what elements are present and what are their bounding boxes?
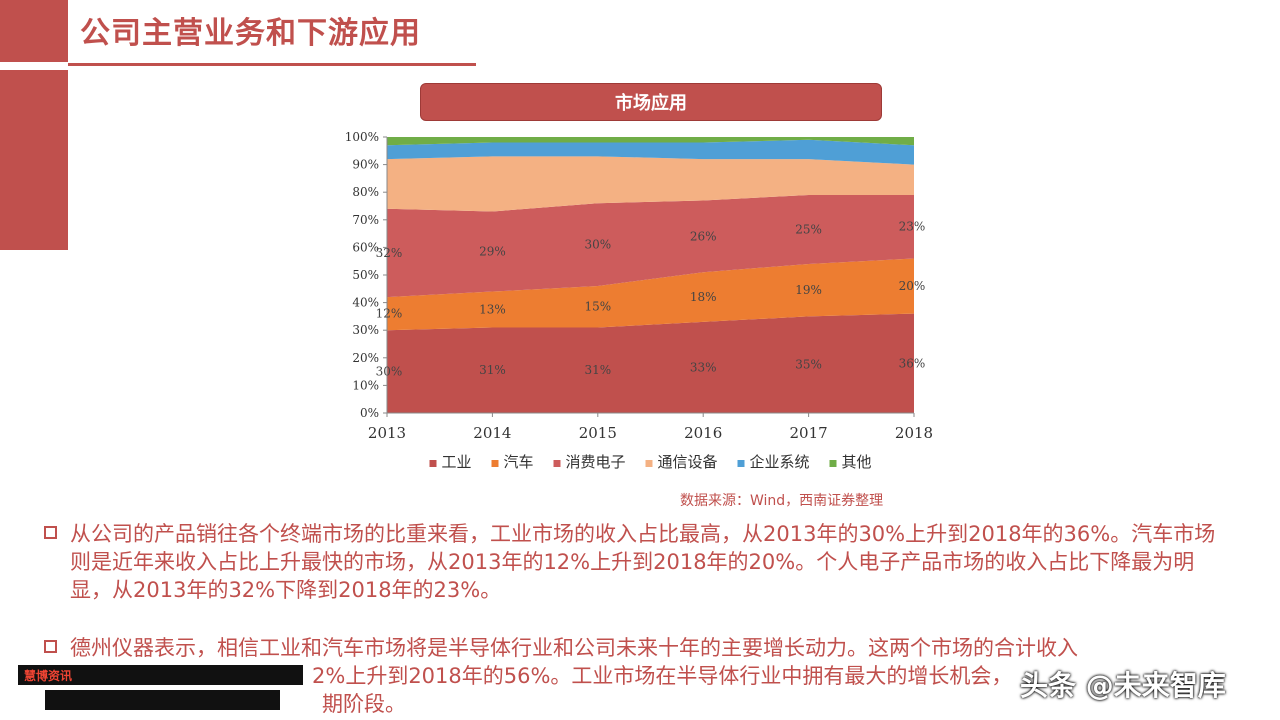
legend-label: 通信设备	[658, 453, 718, 471]
legend-swatch	[737, 460, 745, 467]
legend-label: 消费电子	[566, 453, 626, 471]
data-label: 18%	[690, 290, 717, 304]
title-underline	[68, 63, 476, 66]
area-6	[387, 137, 914, 146]
data-label: 31%	[584, 363, 611, 377]
data-label: 32%	[376, 246, 403, 260]
data-label: 30%	[584, 238, 611, 252]
stacked-area-chart: 0%10%20%30%40%50%60%70%80%90%100%2013 201…	[345, 130, 933, 471]
legend-label: 企业系统	[750, 453, 810, 471]
y-tick-label: 40%	[352, 296, 379, 310]
y-tick-label: 100%	[345, 130, 379, 144]
bullet-icon	[44, 640, 57, 653]
area-4	[387, 156, 914, 212]
y-tick-label: 80%	[352, 185, 379, 199]
x-tick-label: 2013	[368, 424, 406, 442]
footer-logo: 慧博资讯	[18, 665, 303, 685]
data-label: 20%	[899, 279, 926, 293]
data-source: 数据来源：Wind，西南证券整理	[680, 493, 884, 509]
y-tick-label: 30%	[352, 323, 379, 337]
footer-logo-text: 慧博资讯	[24, 669, 73, 683]
slide-title: 公司主营业务和下游应用	[80, 16, 421, 51]
data-label: 23%	[899, 220, 926, 234]
data-label: 26%	[690, 229, 717, 243]
legend-label: 工业	[442, 453, 472, 471]
x-tick-label: 2018	[895, 424, 933, 442]
y-tick-label: 90%	[352, 158, 379, 172]
paragraph-2-line2: 2%上升到2018年的56%。工业市场在半导体行业中拥有最大的增长机会，	[312, 664, 1013, 688]
legend-label: 其他	[842, 453, 872, 471]
y-tick-label: 10%	[352, 378, 379, 392]
accent-bar-side	[0, 70, 68, 250]
area-2	[387, 258, 914, 331]
legend-label: 汽车	[504, 453, 534, 471]
y-tick-label: 60%	[352, 240, 379, 254]
legend-swatch	[429, 460, 437, 467]
x-tick-label: 2016	[684, 424, 722, 442]
data-label: 12%	[376, 307, 403, 321]
legend-swatch	[553, 460, 561, 467]
watermark: 头条 @未来智库	[1020, 669, 1226, 702]
x-tick-label: 2015	[579, 424, 617, 442]
area-1	[387, 313, 914, 413]
y-tick-label: 0%	[360, 406, 379, 420]
data-label: 30%	[376, 365, 403, 379]
footer-bar	[45, 690, 280, 710]
data-label: 29%	[479, 245, 506, 259]
data-label: 13%	[479, 303, 506, 317]
area-3	[387, 194, 914, 298]
y-tick-label: 50%	[352, 268, 379, 282]
accent-bar-top	[0, 0, 68, 62]
data-label: 36%	[899, 356, 926, 370]
data-label: 25%	[795, 222, 822, 236]
paragraph-2: 德州仪器表示，相信工业和汽车市场将是半导体行业和公司未来十年的主要增长动力。这两…	[44, 634, 1230, 718]
data-label: 35%	[795, 358, 822, 372]
y-tick-label: 20%	[352, 351, 379, 365]
data-label: 33%	[690, 360, 717, 374]
data-label: 31%	[479, 363, 506, 377]
x-tick-label: 2017	[790, 424, 828, 442]
data-label: 15%	[584, 300, 611, 314]
area-5	[387, 139, 914, 165]
data-label: 19%	[795, 283, 822, 297]
paragraph-1: 从公司的产品销往各个终端市场的比重来看，工业市场的收入占比最高，从2013年的3…	[44, 520, 1230, 604]
chart-header: 市场应用	[420, 83, 882, 121]
paragraph-2-line3: 期阶段。	[322, 692, 406, 716]
bullet-icon	[44, 526, 57, 539]
legend-swatch	[645, 460, 653, 467]
x-tick-label: 2014	[473, 424, 511, 442]
y-tick-label: 70%	[352, 213, 379, 227]
paragraph-1-text: 从公司的产品销往各个终端市场的比重来看，工业市场的收入占比最高，从2013年的3…	[70, 522, 1216, 602]
legend-swatch	[829, 460, 837, 467]
legend-swatch	[491, 460, 499, 467]
paragraph-2-text: 德州仪器表示，相信工业和汽车市场将是半导体行业和公司未来十年的主要增长动力。这两…	[70, 636, 1078, 660]
